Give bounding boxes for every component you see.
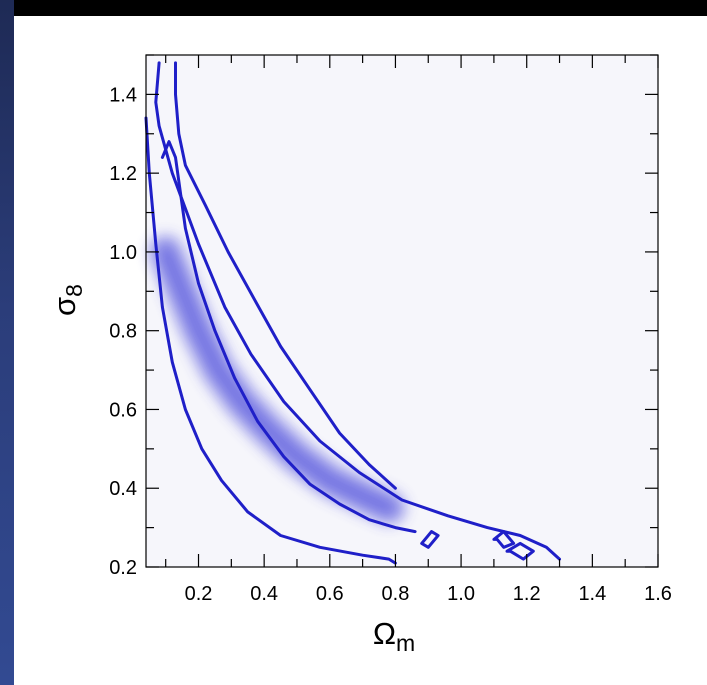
contour-island-1	[492, 530, 516, 549]
x-tick-label: 0.6	[316, 583, 344, 605]
x-tick-label: 1.0	[447, 583, 475, 605]
plot-frame	[145, 54, 659, 568]
contour-layer	[144, 61, 561, 565]
y-tick-label: 0.2	[109, 557, 137, 579]
y-tick-label: 0.6	[109, 399, 137, 421]
contour-inner-0	[144, 116, 397, 565]
contour-inner-1	[160, 140, 417, 534]
x-axis: 0.2 0.4 0.6 0.8 1.0 1.2 1.4 1.6	[165, 55, 672, 605]
y-axis-label: σ8	[47, 284, 87, 316]
contour-outer-3	[174, 61, 397, 490]
y-tick-label: 1.0	[109, 242, 137, 264]
x-tick-label: 0.4	[250, 583, 278, 605]
x-tick-label: 0.2	[185, 583, 213, 605]
contour-island-0	[420, 530, 440, 549]
y-tick-label: 1.2	[109, 163, 137, 185]
x-tick-label: 1.4	[578, 583, 606, 605]
y-tick-label: 0.8	[109, 321, 137, 343]
y-tick-label: 0.4	[109, 478, 137, 500]
y-tick-label: 1.4	[109, 84, 137, 106]
x-tick-label: 1.2	[513, 583, 541, 605]
x-axis-label: Ωm	[373, 616, 415, 656]
x-tick-label: 0.8	[382, 583, 410, 605]
y-axis: 0.2 0.4 0.6 0.8 1.0 1.2 1.4	[109, 54, 658, 579]
plot-area	[146, 55, 658, 567]
contour-island-2	[505, 541, 535, 561]
slide-edge	[0, 0, 14, 685]
x-tick-label: 1.6	[644, 583, 672, 605]
